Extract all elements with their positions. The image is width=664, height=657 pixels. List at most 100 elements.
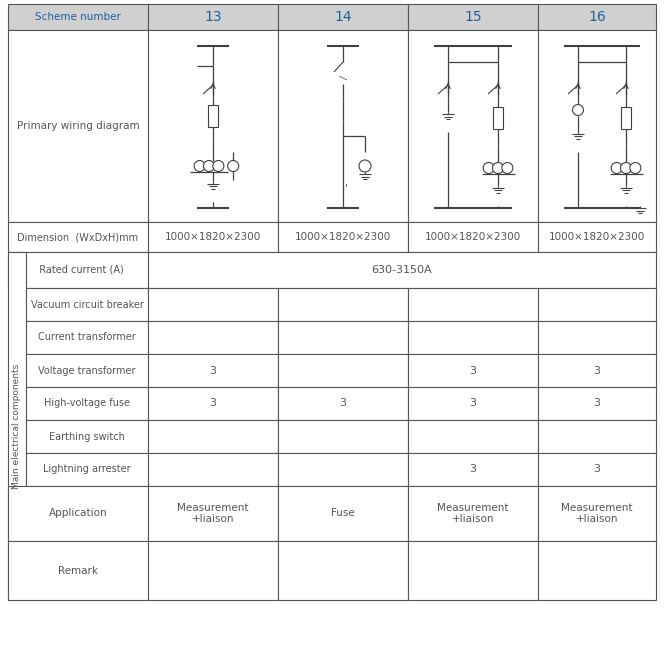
Bar: [26, 387, 148, 420]
Text: Current transformer: Current transformer: [38, 332, 136, 342]
Text: 3: 3: [594, 464, 600, 474]
Bar: [148, 321, 278, 354]
Bar: [148, 4, 278, 30]
Bar: [26, 354, 148, 387]
Text: 3: 3: [469, 464, 477, 474]
Text: Scheme number: Scheme number: [35, 12, 121, 22]
Text: 3: 3: [594, 399, 600, 409]
Bar: [538, 541, 656, 600]
Circle shape: [194, 160, 205, 171]
Bar: [538, 321, 656, 354]
Circle shape: [502, 162, 513, 173]
Bar: [148, 252, 656, 288]
Bar: [538, 486, 656, 541]
Bar: [278, 387, 408, 420]
Text: 3: 3: [210, 399, 216, 409]
Bar: [8, 252, 26, 600]
Circle shape: [228, 160, 238, 171]
Circle shape: [203, 160, 214, 171]
Bar: [408, 453, 538, 486]
Text: 3: 3: [594, 365, 600, 376]
Bar: [8, 222, 148, 252]
Text: 15: 15: [464, 10, 482, 24]
Bar: [278, 30, 408, 222]
Bar: [278, 4, 408, 30]
Bar: [8, 4, 148, 30]
Text: 1000×1820×2300: 1000×1820×2300: [165, 232, 261, 242]
Text: 3: 3: [210, 365, 216, 376]
Circle shape: [483, 162, 494, 173]
Bar: [408, 321, 538, 354]
Text: Primary wiring diagram: Primary wiring diagram: [17, 121, 139, 131]
Text: Rated current (A): Rated current (A): [33, 265, 124, 275]
Bar: [278, 222, 408, 252]
Text: Lightning arrester: Lightning arrester: [43, 464, 131, 474]
Bar: [278, 420, 408, 453]
Bar: [208, 105, 218, 127]
Text: Dimension  (WxDxH)mm: Dimension (WxDxH)mm: [17, 232, 139, 242]
Bar: [148, 354, 278, 387]
Text: Application: Application: [48, 509, 108, 518]
Circle shape: [213, 160, 224, 171]
Text: Remark: Remark: [58, 566, 98, 576]
Bar: [538, 222, 656, 252]
Bar: [8, 541, 148, 600]
Bar: [408, 30, 538, 222]
Text: Earthing switch: Earthing switch: [49, 432, 125, 442]
Bar: [278, 354, 408, 387]
Bar: [538, 387, 656, 420]
Text: 3: 3: [469, 365, 477, 376]
Bar: [278, 453, 408, 486]
Text: 630-3150A: 630-3150A: [372, 265, 432, 275]
Bar: [538, 30, 656, 222]
Circle shape: [572, 104, 584, 116]
Bar: [538, 453, 656, 486]
Text: 1000×1820×2300: 1000×1820×2300: [549, 232, 645, 242]
Bar: [278, 541, 408, 600]
Text: 3: 3: [339, 399, 347, 409]
Bar: [148, 486, 278, 541]
Bar: [148, 30, 278, 222]
Bar: [148, 222, 278, 252]
Text: 1000×1820×2300: 1000×1820×2300: [425, 232, 521, 242]
Bar: [148, 387, 278, 420]
Bar: [148, 453, 278, 486]
Bar: [408, 222, 538, 252]
Circle shape: [620, 162, 631, 173]
Text: Vacuum circuit breaker: Vacuum circuit breaker: [31, 300, 143, 309]
Bar: [408, 4, 538, 30]
Bar: [8, 486, 148, 541]
Bar: [8, 30, 148, 222]
Circle shape: [611, 162, 622, 173]
Text: 14: 14: [334, 10, 352, 24]
Bar: [8, 252, 148, 288]
Text: Fuse: Fuse: [331, 509, 355, 518]
Bar: [148, 288, 278, 321]
Bar: [408, 354, 538, 387]
Text: Voltage transformer: Voltage transformer: [39, 365, 135, 376]
Bar: [26, 288, 148, 321]
Bar: [26, 420, 148, 453]
Bar: [408, 288, 538, 321]
Text: High-voltage fuse: High-voltage fuse: [44, 399, 130, 409]
Bar: [538, 354, 656, 387]
Text: 3: 3: [469, 399, 477, 409]
Bar: [148, 541, 278, 600]
Circle shape: [359, 160, 371, 172]
Text: 13: 13: [205, 10, 222, 24]
Bar: [408, 486, 538, 541]
Bar: [621, 107, 631, 129]
Bar: [278, 321, 408, 354]
Bar: [538, 4, 656, 30]
Bar: [408, 420, 538, 453]
Text: Main electrical components: Main electrical components: [13, 363, 21, 489]
Bar: [26, 321, 148, 354]
Bar: [148, 420, 278, 453]
Text: Measurement
+liaison: Measurement +liaison: [438, 503, 509, 524]
Text: Measurement
+liaison: Measurement +liaison: [561, 503, 633, 524]
Bar: [26, 453, 148, 486]
Bar: [538, 288, 656, 321]
Bar: [278, 486, 408, 541]
Text: Measurement
+liaison: Measurement +liaison: [177, 503, 249, 524]
Bar: [408, 541, 538, 600]
